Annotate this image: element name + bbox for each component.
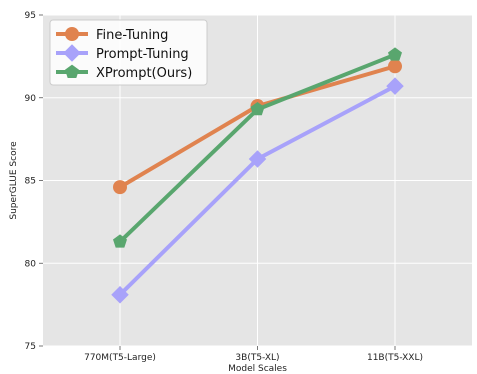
legend-label: Fine-Tuning	[96, 28, 168, 43]
data-point	[250, 101, 265, 116]
y-tick-label: 95	[25, 11, 36, 21]
legend-label: XPrompt(Ours)	[96, 66, 192, 81]
y-axis-label: SuperGLUE Score	[9, 141, 19, 220]
series-1	[111, 77, 404, 304]
legend-marker	[65, 27, 79, 41]
x-tick-label: 3B(T5-XL)	[235, 353, 279, 363]
x-axis-label: Model Scales	[228, 364, 287, 374]
legend-label: Prompt-Tuning	[96, 47, 189, 62]
legend-marker	[65, 64, 79, 78]
data-point	[386, 77, 404, 95]
x-tick-label: 770M(T5-Large)	[84, 353, 156, 363]
x-tick-label: 11B(T5-XXL)	[367, 353, 423, 363]
y-tick-label: 75	[25, 342, 36, 352]
legend-item: Fine-Tuning	[56, 27, 168, 43]
series-layer	[111, 47, 404, 304]
data-point	[248, 150, 267, 168]
y-tick-label: 85	[25, 177, 36, 187]
series-2	[113, 47, 402, 248]
legend-item: XPrompt(Ours)	[56, 64, 192, 81]
data-point	[111, 285, 129, 304]
data-point	[388, 59, 402, 74]
legend-marker	[63, 44, 81, 62]
legend: Fine-Tuning Prompt-Tuning XPrompt(Ours)	[49, 19, 208, 86]
data-point	[113, 180, 127, 195]
x-axis-ticks: 770M(T5-Large) 3B(T5-XL) 11B(T5-XXL)	[84, 346, 423, 363]
data-point	[113, 234, 127, 248]
y-axis-ticks: 75 80 85 90 95	[25, 11, 43, 352]
legend-item: Prompt-Tuning	[56, 44, 189, 62]
y-tick-label: 80	[25, 259, 37, 269]
legend-box	[49, 19, 208, 86]
y-tick-label: 90	[25, 94, 37, 104]
data-point	[388, 47, 402, 61]
